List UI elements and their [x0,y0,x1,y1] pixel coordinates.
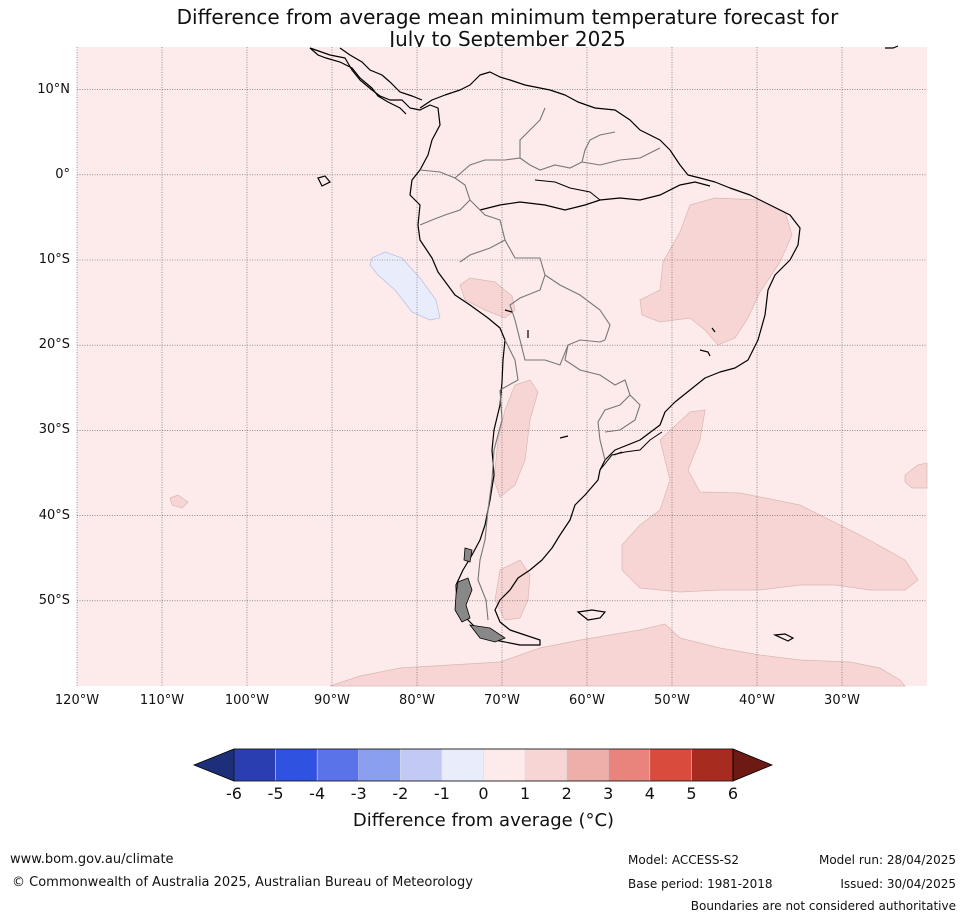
lon-label: 60°W [569,693,605,708]
colorbar-segment [316,748,359,782]
lon-label: 110°W [139,693,185,708]
lat-label: 10°S [38,252,70,267]
colorbar-segment [691,748,734,782]
cool-anomaly-peru-coast [369,251,441,321]
footer-url[interactable]: www.bom.gov.au/climate [10,852,174,867]
central-america-caribbean-coast [339,47,423,101]
lon-label: 70°W [484,693,520,708]
colorbar-under-arrow [192,748,235,782]
warm-anomaly-west-pacific-blob [169,494,189,509]
islands [317,45,899,642]
colorbar-tick-label: -3 [350,784,367,803]
warm-anomaly-bolivia [459,277,516,319]
colorbar-segment [608,748,651,782]
south-america-coastline [309,47,801,646]
warm-anomaly-southern-ocean [329,623,906,687]
colorbar-frame [233,748,734,782]
colorbar-segment [524,748,567,782]
colorbar-tick-label: -2 [392,784,409,803]
warm-anomaly-argentina [493,379,539,498]
footer-disclaimer: Boundaries are not considered authoritat… [690,899,956,913]
warm-anomaly-patagonia [494,559,531,621]
colorbar-segment [483,748,526,782]
colorbar-segment [649,748,692,782]
footer-model-run: Model run: 28/04/2025 [818,853,956,867]
lon-label: 50°W [654,693,690,708]
colorbar-segment [233,748,276,782]
colorbar-tick-label: 2 [561,784,572,803]
map-title-line-2: July to September 2025 [389,27,626,51]
footer-issued: Issued: 30/04/2025 [840,877,956,891]
lon-label: 120°W [54,693,100,708]
footer-base-period: Base period: 1981-2018 [628,877,773,891]
colorbar-tick-label: 5 [686,784,697,803]
colorbar-segment [275,748,318,782]
colorbar-tick-label: -4 [309,784,326,803]
colorbar-label: Difference from average (°C) [352,810,615,831]
rio-negro [534,179,601,201]
lat-label: 0° [55,166,70,182]
colorbar-tick-label: -1 [433,784,450,803]
lon-label: 100°W [224,693,270,708]
gridlines [76,47,927,686]
lat-label: 20°S [38,337,70,353]
chile-archipelago [454,547,506,643]
lon-label: 80°W [399,693,435,708]
lon-label: 30°W [824,693,860,708]
colorbar-tick-label: 6 [727,784,739,803]
warm-anomaly-southeast-pacific-edge [904,462,928,489]
lon-label: 90°W [314,693,350,708]
colorbar-segment [358,748,401,782]
colorbar-segment [441,748,484,782]
footer-model: Model: ACCESS-S2 [628,853,740,867]
map-title-line-1: Difference from average mean minimum tem… [176,5,839,29]
colorbar-segment [400,748,443,782]
lat-label: 10°N [37,81,70,97]
colorbar-tick-label: -6 [226,784,242,803]
country-borders [419,107,661,621]
colorbar-tick-label: 0 [478,784,489,803]
lat-label: 40°S [38,507,70,523]
warm-anomaly-south-atlantic [621,409,919,593]
lon-label: 40°W [739,693,775,708]
colorbar-tick-label: 1 [519,784,531,803]
colorbar-segment [566,748,609,782]
lat-label: 50°S [38,592,70,608]
colorbar-over-arrow [732,748,774,782]
colorbar-tick-label: 4 [644,784,655,803]
lat-label: 30°S [38,422,70,438]
central-america-coastline [309,47,407,115]
footer-copyright: © Commonwealth of Australia 2025, Austra… [12,875,473,890]
rio-de-la-plata [599,431,663,471]
colorbar-tick-label: -5 [267,784,284,803]
colorbar-tick-label: 3 [603,784,614,803]
